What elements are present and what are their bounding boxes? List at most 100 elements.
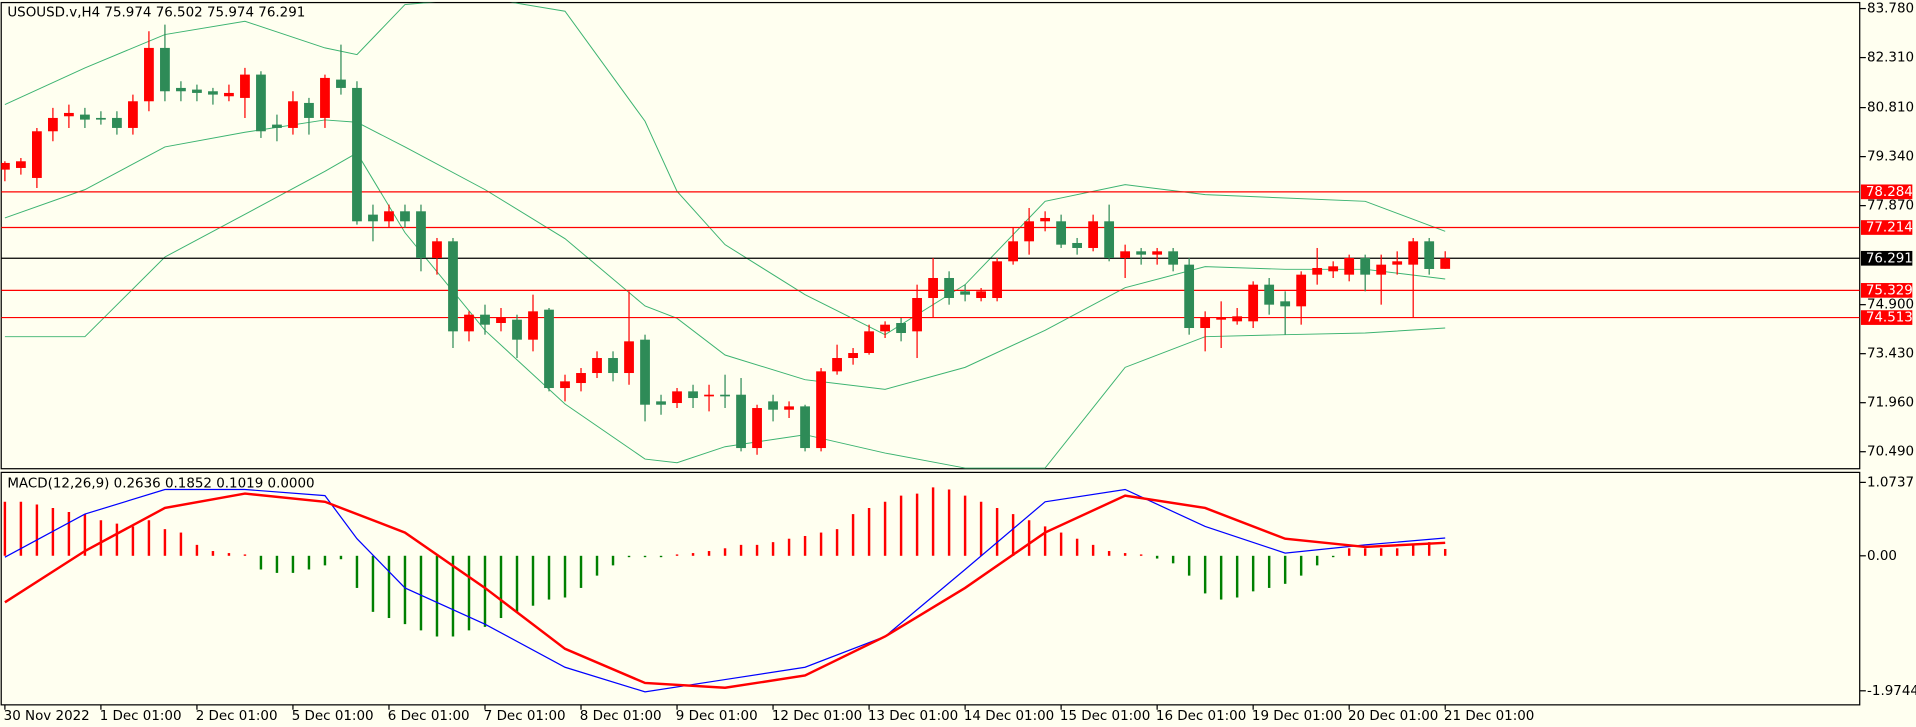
y-tick-label: -1.9744 <box>1867 684 1916 699</box>
level-label: 75.329 <box>1866 283 1913 298</box>
x-tick-label: 5 Dec 01:00 <box>292 709 374 724</box>
candle-body <box>832 358 842 372</box>
candle-body <box>672 391 682 404</box>
y-tick-label: 73.430 <box>1867 347 1914 362</box>
macd-title: MACD(12,26,9) 0.2636 0.1852 0.1019 0.000… <box>7 476 314 491</box>
candle-body <box>32 131 42 178</box>
candle-body <box>1168 251 1179 265</box>
x-tick-label: 30 Nov 2022 <box>4 709 90 724</box>
candle-body <box>560 381 570 389</box>
candle-body <box>384 211 394 222</box>
candle-body <box>960 291 970 295</box>
candle-body <box>16 161 26 168</box>
candle-body <box>1392 261 1403 265</box>
candle-body <box>1408 241 1419 265</box>
candle-body <box>1376 264 1387 275</box>
candle-body <box>864 331 874 354</box>
candle-body <box>1328 266 1339 272</box>
candle-body <box>640 339 650 405</box>
candle-body <box>144 47 154 102</box>
y-tick-label: 74.900 <box>1867 298 1914 313</box>
candle-body <box>48 117 58 132</box>
candle-body <box>704 394 714 397</box>
y-tick-label: 83.780 <box>1867 2 1914 17</box>
candle-body <box>1072 242 1083 248</box>
candle-body <box>1216 318 1227 320</box>
x-tick-label: 20 Dec 01:00 <box>1348 709 1438 724</box>
candle-body <box>80 114 90 120</box>
x-tick-label: 15 Dec 01:00 <box>1060 709 1150 724</box>
level-label-bg <box>1860 310 1913 325</box>
y-tick-label: 77.870 <box>1867 199 1914 214</box>
candle-body <box>448 241 458 332</box>
candle-body <box>928 277 938 298</box>
candle-body <box>416 211 426 258</box>
macd-plot <box>3 487 1447 693</box>
candle-body <box>128 101 138 128</box>
macd-panel <box>0 471 1861 706</box>
candle-body <box>1056 221 1067 245</box>
candle-body <box>1104 221 1115 258</box>
candle-body <box>528 311 538 340</box>
x-tick-label: 13 Dec 01:00 <box>868 709 958 724</box>
candle-body <box>1248 284 1259 322</box>
candle-body <box>1024 221 1035 242</box>
candle-body <box>800 406 810 449</box>
candle-body <box>624 341 634 374</box>
candle-body <box>336 79 346 88</box>
y-tick-label: 80.810 <box>1867 101 1914 116</box>
level-label-bg <box>1860 220 1913 235</box>
candle-body <box>160 47 170 92</box>
candle-body <box>224 92 234 97</box>
candle-body <box>176 87 186 92</box>
candle-body <box>256 74 266 132</box>
main-title: USOUSD.v,H4 75.974 76.502 75.974 76.291 <box>7 5 305 20</box>
candle-body <box>1344 257 1355 275</box>
candle-body <box>1008 241 1019 262</box>
candle-body <box>752 408 762 449</box>
candle-body <box>576 373 586 384</box>
x-tick-label: 2 Dec 01:00 <box>196 709 278 724</box>
candle-body <box>112 117 122 128</box>
candle-body <box>720 394 730 397</box>
x-tick-label: 12 Dec 01:00 <box>772 709 862 724</box>
candle-body <box>512 319 522 340</box>
level-label: 76.291 <box>1866 251 1913 266</box>
band-lower <box>4 152 1446 469</box>
level-label: 74.513 <box>1866 311 1913 326</box>
candle-body <box>1200 318 1211 329</box>
candle-body <box>1040 217 1051 222</box>
candle-body <box>912 297 922 332</box>
y-tick-label: 82.310 <box>1867 51 1914 66</box>
candle-body <box>1312 267 1323 275</box>
candle-body <box>272 124 282 128</box>
candle-body <box>1 162 10 170</box>
candle-body <box>768 401 778 410</box>
candle-body <box>992 261 1002 298</box>
x-tick-label: 6 Dec 01:00 <box>388 709 470 724</box>
x-tick-label: 19 Dec 01:00 <box>1252 709 1342 724</box>
candle-body <box>496 318 506 324</box>
x-tick-label: 9 Dec 01:00 <box>676 709 758 724</box>
signal-line <box>4 492 1446 689</box>
candle-body <box>368 214 378 222</box>
candle-body <box>608 358 618 374</box>
candle-body <box>1120 251 1131 258</box>
candle-body <box>1280 301 1291 307</box>
candle-body <box>352 87 362 222</box>
candle-body <box>480 314 490 325</box>
candle-body <box>1152 251 1163 255</box>
y-tick-label: 70.490 <box>1867 445 1914 460</box>
level-label-bg <box>1860 283 1913 298</box>
y-tick-label: 71.960 <box>1867 396 1914 411</box>
candle-body <box>736 394 746 449</box>
candle-body <box>1232 316 1243 322</box>
candle-body <box>64 112 74 117</box>
level-label-bg <box>1860 250 1913 266</box>
x-tick-label: 7 Dec 01:00 <box>484 709 566 724</box>
y-tick-label: 0.00 <box>1867 549 1897 564</box>
candle-body <box>688 391 698 399</box>
candle-body <box>880 324 890 332</box>
